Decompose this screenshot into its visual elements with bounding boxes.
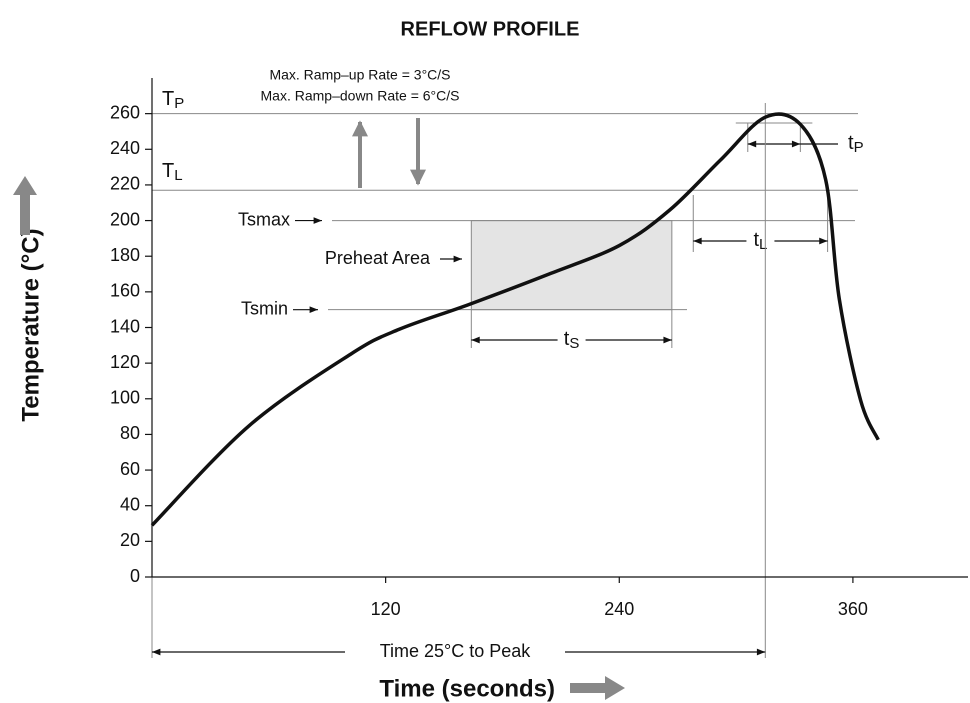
x-tick-label: 360 — [838, 599, 868, 619]
label-bg — [345, 640, 565, 664]
y-axis-label: Temperature (°C) — [17, 228, 44, 421]
reference-label-sub: L — [174, 167, 182, 184]
y-tick-label: 120 — [110, 352, 140, 372]
y-tick-label: 60 — [120, 459, 140, 479]
ramp-note: Max. Ramp–down Rate = 6°C/S — [261, 88, 460, 104]
reference-label: Tsmin — [241, 298, 288, 318]
y-tick-label: 200 — [110, 209, 140, 229]
reference-label-main: T — [162, 88, 174, 110]
interval-label-sub: S — [569, 335, 579, 352]
reference-label-main: T — [162, 160, 174, 182]
y-tick-label: 80 — [120, 423, 140, 443]
interval-label: tL — [753, 229, 767, 253]
x-axis-label: Time (seconds) — [379, 675, 555, 702]
interval-label-sub: P — [854, 139, 864, 156]
y-tick-label: 20 — [120, 530, 140, 550]
y-tick-label: 240 — [110, 138, 140, 158]
interval-label-main: t — [848, 132, 854, 154]
y-tick-label: 0 — [130, 566, 140, 586]
profile-line — [150, 112, 880, 527]
y-tick-label: 260 — [110, 102, 140, 122]
y-tick-label: 140 — [110, 316, 140, 336]
x-tick-label: 120 — [371, 599, 401, 619]
x-tick-label: 240 — [604, 599, 634, 619]
reference-label-sub: P — [174, 95, 184, 112]
preheat-label: Preheat Area — [325, 248, 431, 268]
interval-label-main: t — [753, 229, 759, 251]
span-label: Time 25°C to Peak — [380, 641, 532, 661]
y-tick-label: 100 — [110, 388, 140, 408]
y-tick-label: 180 — [110, 245, 140, 265]
reference-label: Tsmax — [238, 209, 290, 229]
interval-label: tS — [564, 328, 580, 352]
y-axis-arrow — [13, 176, 37, 235]
y-tick-label: 40 — [120, 494, 140, 514]
ramp-note: Max. Ramp–up Rate = 3°C/S — [269, 67, 450, 83]
y-tick-label: 160 — [110, 281, 140, 301]
interval-label: tP — [848, 132, 864, 156]
x-axis-arrow — [570, 676, 625, 700]
interval-label-main: t — [564, 328, 570, 350]
reference-label: TL — [162, 160, 183, 184]
chart-title: REFLOW PROFILE — [401, 18, 580, 40]
y-tick-label: 220 — [110, 174, 140, 194]
reference-label: TP — [162, 88, 184, 112]
interval-label-sub: L — [759, 236, 767, 253]
